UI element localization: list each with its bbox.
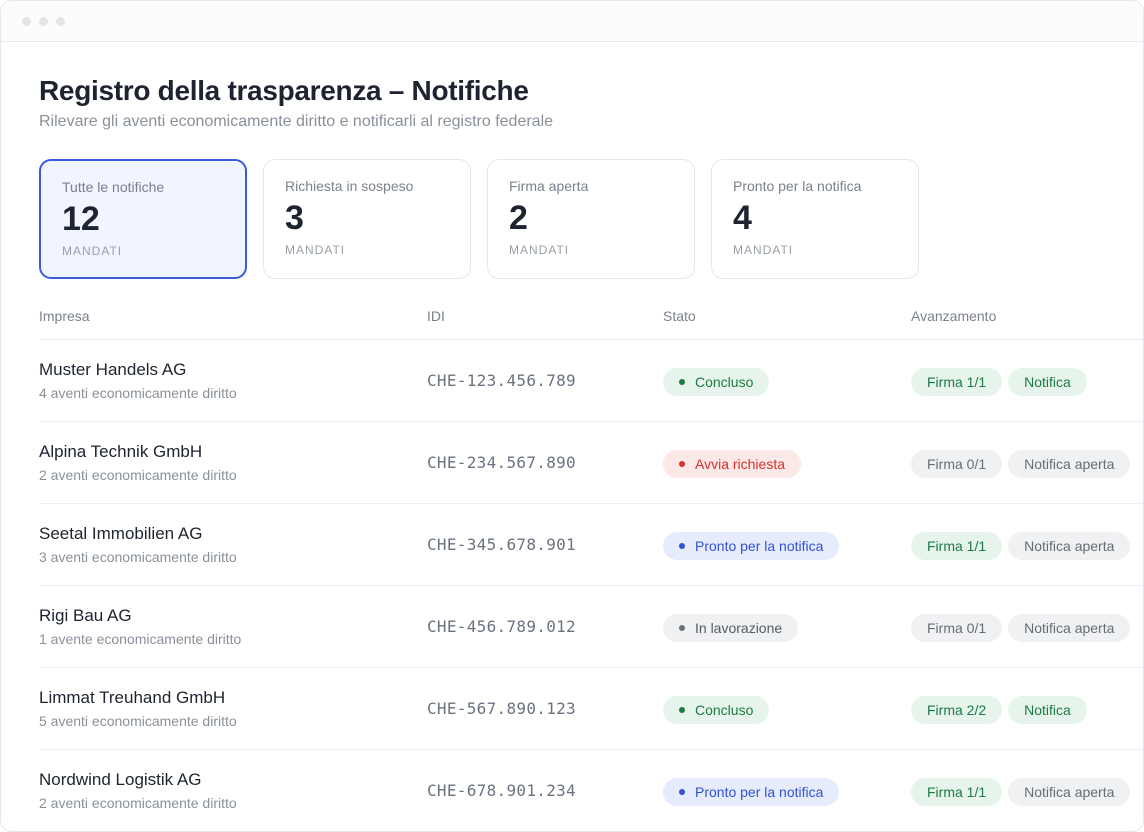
summary-cards: Tutte le notifiche 12 MANDATI Richiesta … [39, 159, 919, 279]
column-header-status[interactable]: Stato [663, 308, 696, 324]
filter-card-ready-to-notify[interactable]: Pronto per la notifica 4 MANDATI [711, 159, 919, 279]
card-label: Firma aperta [509, 178, 589, 194]
notification-progress-badge: Notifica [1008, 368, 1087, 396]
progress-tags: Firma 0/1 Notifica aperta [911, 614, 1131, 642]
status-text: Avvia richiesta [695, 456, 786, 472]
signature-progress-badge: Firma 0/1 [911, 614, 1003, 642]
status-dot-icon [679, 789, 685, 795]
beneficial-owners-count: 2 aventi economicamente diritto [39, 795, 237, 811]
table-row[interactable]: Nordwind Logistik AG 2 aventi economicam… [39, 750, 1143, 831]
column-header-company[interactable]: Impresa [39, 308, 90, 324]
card-label: Richiesta in sospeso [285, 178, 414, 194]
notification-progress-badge: Notifica [1008, 696, 1087, 724]
window-dot-icon [56, 16, 65, 26]
notification-progress-badge: Notifica aperta [1008, 778, 1131, 806]
window-dot-icon [22, 16, 31, 26]
status-text: Concluso [695, 702, 754, 718]
column-header-progress[interactable]: Avanzamento [911, 308, 997, 324]
beneficial-owners-count: 2 aventi economicamente diritto [39, 467, 237, 483]
company-name[interactable]: Limmat Treuhand GmbH [39, 688, 226, 707]
card-label: Tutte le notifiche [62, 179, 165, 195]
beneficial-owners-count: 1 avente economicamente diritto [39, 631, 242, 647]
signature-progress-badge: Firma 1/1 [911, 532, 1003, 560]
beneficial-owners-count: 5 aventi economicamente diritto [39, 713, 237, 729]
card-unit: MANDATI [733, 243, 794, 257]
notification-progress-badge: Notifica aperta [1008, 614, 1131, 642]
notifications-table: Impresa IDI Stato Avanzamento Muster Han… [39, 300, 1143, 831]
company-idi: CHE-456.789.012 [427, 617, 576, 636]
table-body: Muster Handels AG 4 aventi economicament… [39, 340, 1143, 831]
company-idi: CHE-234.567.890 [427, 453, 576, 472]
page-title: Registro della trasparenza – Notifiche [39, 75, 529, 106]
card-count: 4 [733, 199, 752, 237]
card-label: Pronto per la notifica [733, 178, 862, 194]
table-row[interactable]: Alpina Technik GmbH 2 aventi economicame… [39, 422, 1143, 504]
status-badge: Pronto per la notifica [663, 532, 840, 560]
window-titlebar [1, 1, 1143, 42]
filter-card-open-signature[interactable]: Firma aperta 2 MANDATI [487, 159, 695, 279]
card-count: 3 [285, 199, 304, 237]
table-row[interactable]: Limmat Treuhand GmbH 5 aventi economicam… [39, 668, 1143, 750]
table-header: Impresa IDI Stato Avanzamento [39, 300, 1143, 340]
page-subtitle: Rilevare gli aventi economicamente dirit… [39, 113, 554, 130]
status-text: Pronto per la notifica [695, 784, 824, 800]
company-idi: CHE-567.890.123 [427, 699, 576, 718]
filter-card-pending-request[interactable]: Richiesta in sospeso 3 MANDATI [263, 159, 471, 279]
company-idi: CHE-345.678.901 [427, 535, 576, 554]
main-content: Registro della trasparenza – Notifiche R… [39, 42, 1143, 831]
company-name[interactable]: Nordwind Logistik AG [39, 770, 202, 789]
card-unit: MANDATI [62, 244, 123, 258]
signature-progress-badge: Firma 1/1 [911, 368, 1003, 396]
notification-progress-badge: Notifica aperta [1008, 532, 1131, 560]
filter-card-all[interactable]: Tutte le notifiche 12 MANDATI [39, 159, 247, 279]
status-badge: Concluso [663, 696, 770, 724]
column-header-idi[interactable]: IDI [427, 308, 445, 324]
status-text: Concluso [695, 374, 754, 390]
card-count: 2 [509, 199, 528, 237]
status-badge: In lavorazione [663, 614, 799, 642]
beneficial-owners-count: 4 aventi economicamente diritto [39, 385, 237, 401]
progress-tags: Firma 0/1 Notifica aperta [911, 450, 1131, 478]
signature-progress-badge: Firma 1/1 [911, 778, 1003, 806]
status-text: In lavorazione [695, 620, 783, 636]
status-badge: Avvia richiesta [663, 450, 802, 478]
company-name[interactable]: Rigi Bau AG [39, 606, 132, 625]
status-badge: Concluso [663, 368, 770, 396]
status-dot-icon [679, 625, 685, 631]
progress-tags: Firma 1/1 Notifica aperta [911, 532, 1131, 560]
card-count: 12 [62, 200, 100, 238]
beneficial-owners-count: 3 aventi economicamente diritto [39, 549, 237, 565]
signature-progress-badge: Firma 2/2 [911, 696, 1003, 724]
table-row[interactable]: Seetal Immobilien AG 3 aventi economicam… [39, 504, 1143, 586]
company-idi: CHE-123.456.789 [427, 371, 576, 390]
company-name[interactable]: Seetal Immobilien AG [39, 524, 203, 543]
status-dot-icon [679, 707, 685, 713]
notification-progress-badge: Notifica aperta [1008, 450, 1131, 478]
signature-progress-badge: Firma 0/1 [911, 450, 1003, 478]
table-row[interactable]: Muster Handels AG 4 aventi economicament… [39, 340, 1143, 422]
status-dot-icon [679, 461, 685, 467]
status-text: Pronto per la notifica [695, 538, 824, 554]
status-badge: Pronto per la notifica [663, 778, 840, 806]
company-name[interactable]: Muster Handels AG [39, 360, 187, 379]
company-name[interactable]: Alpina Technik GmbH [39, 442, 203, 461]
table-row[interactable]: Rigi Bau AG 1 avente economicamente diri… [39, 586, 1143, 668]
status-dot-icon [679, 543, 685, 549]
card-unit: MANDATI [509, 243, 570, 257]
card-unit: MANDATI [285, 243, 346, 257]
status-dot-icon [679, 379, 685, 385]
progress-tags: Firma 2/2 Notifica [911, 696, 1087, 724]
progress-tags: Firma 1/1 Notifica [911, 368, 1087, 396]
company-idi: CHE-678.901.234 [427, 781, 576, 800]
window-dot-icon [39, 16, 48, 26]
progress-tags: Firma 1/1 Notifica aperta [911, 778, 1131, 806]
